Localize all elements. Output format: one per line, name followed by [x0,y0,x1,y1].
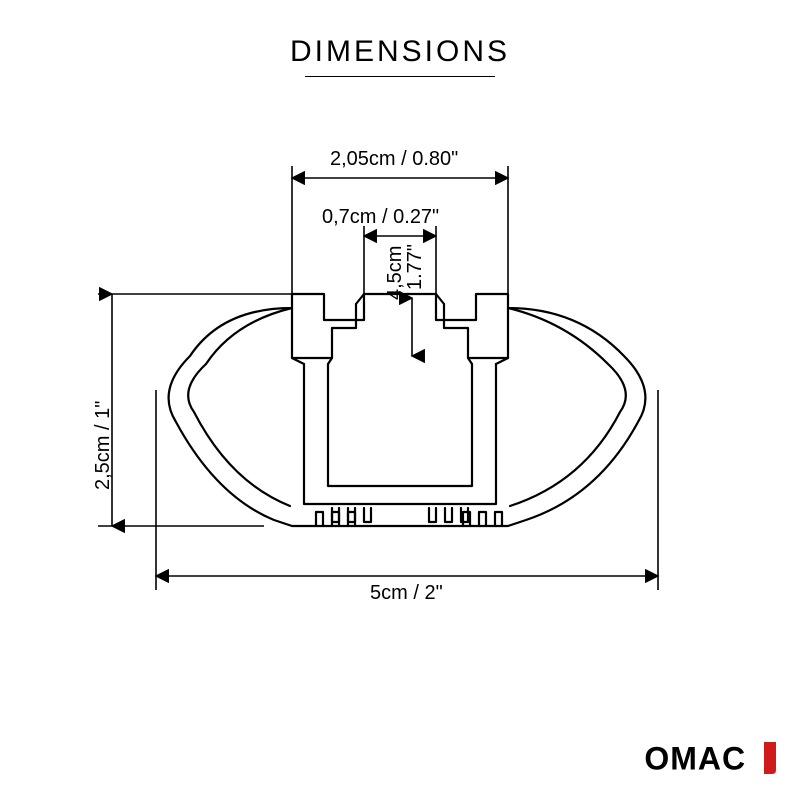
brand-logo-text: OMAC [644,740,746,776]
dim-top-inner-label: 0,7cm / 0.27" [322,206,439,229]
brand-logo-accent [762,740,782,782]
page: DIMENSIONS 2,05cm / 0.80" 0,7cm / 0.27" … [0,0,800,800]
dim-height-label: 2,5cm / 1" [92,401,115,490]
dim-depth-label-b: 1.77" [404,244,427,290]
diagram-svg [0,0,800,800]
dim-width-label: 5cm / 2" [370,582,443,605]
profile-outline [169,294,646,526]
dim-top-outer-label: 2,05cm / 0.80" [330,148,458,171]
brand-logo: OMAC [644,740,782,782]
